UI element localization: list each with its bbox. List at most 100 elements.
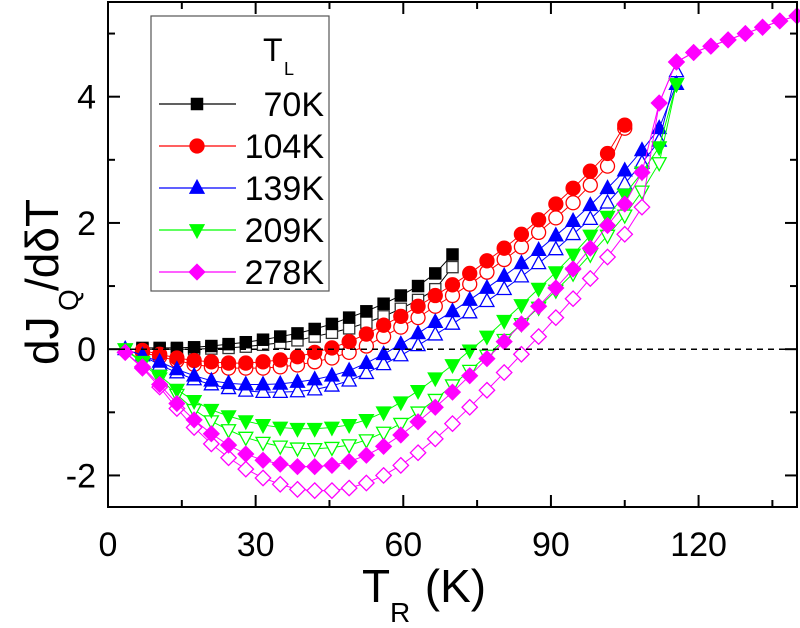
x-axis-label-unit: (K): [412, 560, 486, 612]
x-tick-label: 60: [384, 526, 422, 564]
data-point-triangle-down: [513, 299, 530, 315]
data-point-triangle-up: [341, 371, 358, 387]
data-point-triangle-up: [599, 193, 616, 209]
legend-label: 70K: [264, 86, 325, 124]
data-point-diamond: [478, 350, 496, 368]
legend-entry: 209K: [159, 212, 324, 250]
data-point-triangle-down: [496, 314, 513, 330]
data-point-triangle-up: [306, 370, 323, 386]
data-point-diamond: [306, 481, 324, 500]
data-point-diamond: [323, 481, 341, 500]
data-point-diamond: [530, 297, 548, 315]
data-point-circle: [617, 117, 633, 133]
data-point-circle: [238, 355, 254, 371]
data-point-triangle-up: [547, 226, 564, 242]
legend-entry: 104K: [159, 128, 324, 166]
data-point-circle: [479, 253, 495, 269]
data-point-triangle-down: [668, 78, 685, 94]
data-point-diamond: [443, 383, 462, 401]
data-point-circle: [565, 180, 581, 196]
data-point-square: [360, 305, 373, 318]
data-point-diamond: [168, 394, 186, 413]
data-point-circle: [410, 298, 426, 314]
legend-box: [150, 15, 330, 292]
data-point-triangle-up: [496, 266, 513, 282]
data-point-diamond: [219, 436, 238, 454]
data-point-triangle-up: [547, 240, 564, 256]
data-point-circle: [189, 138, 205, 154]
data-point-triangle-up: [409, 324, 427, 340]
data-point-circle: [358, 326, 375, 342]
data-point-diamond: [685, 43, 703, 62]
data-point-triangle-down: [237, 431, 254, 447]
data-point-diamond: [392, 456, 410, 474]
data-point-diamond: [185, 411, 203, 429]
data-point-triangle-up: [323, 366, 341, 382]
data-point-square: [222, 337, 235, 351]
data-point-triangle-up: [444, 302, 461, 318]
data-point-diamond: [650, 94, 668, 112]
data-point-triangle-down: [651, 157, 668, 173]
data-point-diamond: [357, 446, 375, 464]
x-tick-label: 90: [532, 526, 570, 564]
data-point-circle: [324, 340, 340, 356]
data-point-circle: [582, 163, 598, 179]
legend-label: 278K: [245, 254, 325, 292]
data-point-triangle-up: [530, 254, 547, 270]
y-tick-label: -2: [66, 457, 96, 495]
data-point-circle: [599, 158, 616, 174]
data-point-triangle-up: [530, 241, 547, 256]
data-point-diamond: [151, 375, 169, 394]
legend-title: T: [263, 32, 283, 68]
data-point-diamond: [461, 367, 479, 385]
data-point-diamond: [188, 263, 206, 281]
data-point-triangle-down: [289, 442, 306, 458]
data-point-triangle-down: [254, 419, 272, 435]
data-point-triangle-down: [461, 344, 478, 360]
data-point-square: [446, 248, 459, 261]
data-point-diamond: [426, 398, 444, 416]
series-209K: [117, 78, 685, 458]
data-point-triangle-down: [582, 229, 599, 245]
data-point-diamond: [598, 216, 617, 235]
data-point-square: [446, 260, 459, 274]
data-point-triangle-up: [513, 267, 530, 283]
data-point-triangle-up: [203, 371, 220, 387]
data-point-square: [342, 322, 356, 335]
data-point-triangle-down: [409, 384, 427, 400]
data-point-diamond: [564, 290, 582, 308]
data-point-circle: [496, 240, 512, 256]
data-point-square: [256, 333, 270, 346]
data-point-triangle-down: [254, 436, 272, 452]
data-point-triangle-down: [478, 330, 496, 346]
data-point-diamond: [254, 451, 272, 469]
data-point-diamond: [598, 248, 617, 266]
data-point-triangle-down: [272, 440, 289, 456]
data-point-diamond: [323, 456, 341, 474]
x-tick-label: 0: [99, 526, 118, 564]
data-point-triangle-down: [444, 359, 461, 375]
data-point-diamond: [133, 358, 152, 376]
data-point-triangle-up: [478, 278, 496, 294]
y-axis-label-part1: dJ: [16, 316, 68, 365]
data-point-square: [308, 322, 321, 336]
data-point-diamond: [478, 381, 496, 399]
data-point-diamond: [581, 239, 599, 257]
data-point-diamond: [237, 445, 255, 463]
data-point-circle: [307, 344, 323, 360]
legend: T L 70K 104K 139K 209K 278K: [150, 15, 330, 292]
data-point-diamond: [530, 327, 548, 346]
data-point-triangle-up: [358, 364, 375, 380]
data-point-triangle-up: [151, 352, 168, 368]
data-point-diamond: [202, 425, 220, 443]
data-point-triangle-up: [582, 210, 599, 226]
data-point-square: [342, 311, 356, 324]
y-tick-label: 0: [77, 331, 96, 369]
data-point-triangle-up: [513, 254, 530, 270]
data-point-circle: [444, 277, 461, 293]
data-point-diamond: [443, 415, 462, 433]
data-point-circle: [272, 352, 288, 368]
plot-frame: [107, 1, 798, 508]
